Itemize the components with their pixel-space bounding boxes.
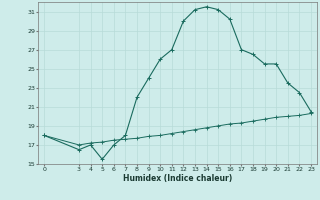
X-axis label: Humidex (Indice chaleur): Humidex (Indice chaleur) [123,174,232,183]
